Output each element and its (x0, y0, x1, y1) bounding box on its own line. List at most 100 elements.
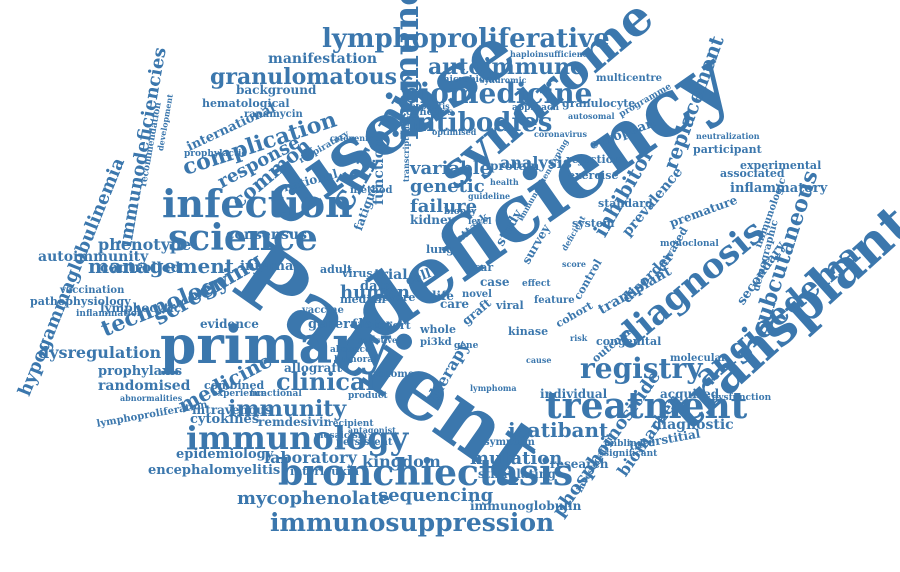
cloud-word-selective: selective (358, 335, 398, 345)
cloud-word-prophylaxis: prophylaxis (98, 364, 183, 379)
cloud-word-human: human (340, 282, 410, 303)
cloud-word-mosaicism: mosaicism (314, 431, 368, 441)
cloud-word-immunology: immunology (186, 419, 409, 457)
cloud-word-evidence: evidence (200, 317, 259, 331)
cloud-word-autosomal: autosomal (568, 111, 615, 121)
cloud-word-treatment: treatment (545, 385, 748, 427)
cloud-word-sequencing: sequencing (378, 485, 494, 506)
cloud-word-dysregulation: dysregulation (38, 343, 162, 362)
cloud-word-life: life (432, 289, 454, 303)
cloud-word-autoimmune: autoimmune (428, 54, 584, 80)
cloud-word-intravenous: intravenous (192, 403, 272, 417)
cloud-word-score: score (562, 259, 587, 269)
cloud-word-pi3kd: pi3kd (420, 337, 452, 348)
cloud-word-antibodies: antibodies (400, 108, 553, 138)
cloud-word-cause: cause (526, 355, 552, 365)
cloud-word-risk: risk (570, 333, 588, 343)
cloud-word-humoral: humoral (334, 355, 377, 365)
cloud-word-data: data (360, 279, 392, 294)
cloud-word-hepatitis: hepatitis (410, 101, 450, 111)
cloud-word-mutation: mutation (470, 448, 563, 469)
cloud-word-hematological: hematological (202, 97, 290, 110)
cloud-word-general: general (308, 317, 364, 332)
cloud-word-autoimmunity: autoimmunity (38, 249, 149, 265)
cloud-word-kingdom: kingdom (362, 452, 441, 471)
cloud-word-rapamycin: rapamycin (244, 109, 303, 120)
cloud-word-prophylactic: prophylactic (184, 149, 247, 159)
cloud-word-lymphoproliferative: lymphoproliferative (322, 24, 610, 54)
cloud-word-consensus: consensus (226, 227, 307, 243)
cloud-word-epidemiology: epidemiology (176, 447, 274, 462)
cloud-word-acquired: acquired (660, 387, 720, 401)
cloud-word-experience: experience (212, 389, 267, 399)
cloud-word-genetic: genetic (410, 176, 485, 197)
cloud-word-median: median (340, 293, 386, 306)
cloud-word-congenital: congenital (596, 335, 662, 348)
cloud-word-individual: individual (540, 387, 608, 401)
cloud-word-icatibant: icatibant (508, 418, 609, 442)
cloud-word-immunosuppression: immunosuppression (270, 508, 555, 537)
cloud-word-kidney: kidney (410, 213, 455, 227)
cloud-word-health: health (490, 177, 519, 187)
cloud-word-research: research (550, 457, 609, 471)
cloud-word-manifestation: manifestation (268, 51, 378, 67)
cloud-word-whole: whole (420, 323, 456, 336)
cloud-word-microbiome: microbiome (440, 75, 501, 85)
cloud-word-functional: functional (250, 389, 302, 399)
cloud-word-coronavirus: coronavirus (534, 129, 587, 139)
cloud-word-factor: factor (352, 317, 393, 331)
cloud-word-sar: sar (474, 261, 494, 274)
cloud-word-combined: combined (204, 379, 265, 392)
cloud-word-science: science (168, 217, 318, 259)
cloud-word-inflammatory: inflammatory (730, 181, 828, 196)
cloud-word-infection: infection (162, 181, 353, 226)
cloud-word-analysis: analysis (500, 153, 572, 172)
cloud-word-recipient: recipient (328, 419, 374, 429)
cloud-word-participant: participant (693, 143, 762, 156)
cloud-word-absence: absence (330, 345, 371, 355)
cloud-word-feature: feature (534, 295, 575, 306)
cloud-word-interleukin: interleukin (290, 465, 360, 478)
cloud-word-product: product (348, 391, 388, 401)
cloud-word-inflammation: inflammation (76, 309, 144, 319)
cloud-word-optimised: optimised (432, 127, 477, 137)
cloud-word-genetics: genetics (406, 107, 454, 118)
cloud-word-cytopenia: cytopenia (330, 133, 374, 143)
cloud-word-genome: genome (370, 369, 415, 380)
cloud-word-failure: failure (410, 196, 478, 217)
cloud-word-immunity: immunity (228, 396, 347, 422)
cloud-word-lymphoma: lymphoma (470, 383, 517, 393)
cloud-word-gene: gene (454, 341, 479, 351)
cloud-word-biomedicine: biomedicine (400, 77, 593, 110)
cloud-word-dysfunction: dysfunction (712, 393, 772, 403)
cloud-word-adult: adult (320, 263, 353, 276)
cloud-word-virus: virus (342, 267, 373, 280)
cloud-word-kinase: kinase (508, 325, 549, 338)
cloud-word-randomised: randomised (98, 378, 191, 394)
cloud-word-trial: trial (374, 267, 408, 283)
cloud-word-registry: registry (580, 352, 703, 385)
cloud-word-approach: approach (512, 103, 560, 113)
cloud-word-level: level (468, 217, 492, 227)
cloud-word-lymphocytic: lymphocytic (100, 301, 182, 315)
cloud-word-antagonist: antagonist (348, 425, 396, 435)
cloud-word-effect: effect (522, 279, 551, 289)
cloud-word-mycophenolate: mycophenolate (237, 488, 390, 509)
cloud-word-variable: variable (410, 158, 491, 179)
cloud-word-primary: primary (160, 315, 390, 376)
cloud-word-exercise: exercise (568, 169, 619, 182)
cloud-word-phenotype: phenotype (98, 235, 192, 254)
cloud-word-laboratory: laboratory (264, 448, 357, 467)
cloud-word-vaccination: vaccination (60, 285, 125, 296)
cloud-word-cytokines: cytokines (190, 412, 260, 427)
cloud-word-case: case (480, 275, 510, 289)
cloud-word-granulomatous: granulomatous (210, 64, 397, 90)
cloud-word-lung: lung (426, 243, 454, 256)
cloud-word-multicentre: multicentre (596, 73, 663, 84)
cloud-word-biopsy: biopsy (444, 207, 477, 217)
cloud-word-rejection: rejection (566, 153, 622, 166)
cloud-word-monoclonal: monoclonal (660, 239, 719, 249)
cloud-word-transcriptome: transcriptome (401, 118, 411, 182)
cloud-word-neutralization: neutralization (696, 131, 760, 141)
